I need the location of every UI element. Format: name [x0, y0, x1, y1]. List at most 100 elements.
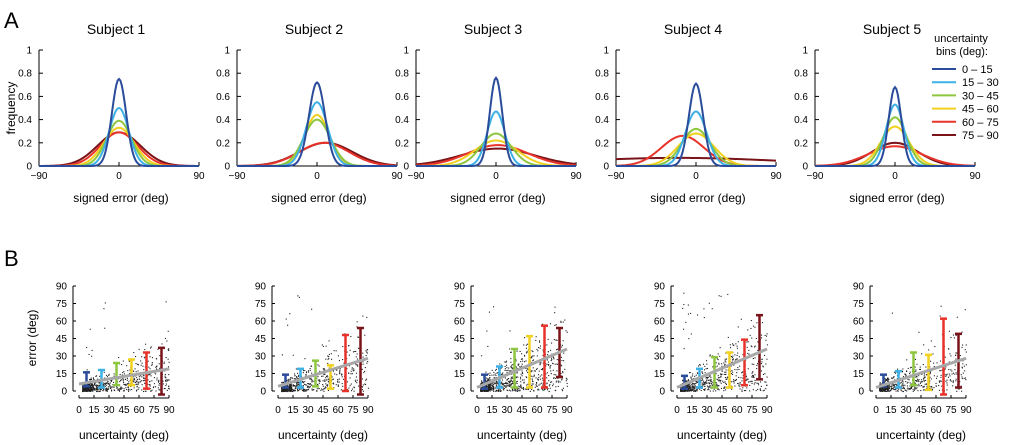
- scatter-point: [321, 344, 323, 346]
- scatter-point: [547, 354, 549, 356]
- scatter-points: [82, 301, 170, 393]
- scatter-point: [954, 369, 956, 371]
- scatter-point: [533, 370, 535, 372]
- scatter-point: [752, 375, 754, 377]
- y-tick-label: 30: [255, 352, 267, 363]
- scatter-point: [95, 385, 97, 387]
- scatter-point: [733, 379, 735, 381]
- scatter-point: [909, 373, 911, 375]
- scatter-point: [355, 356, 357, 358]
- x-tick-label: 0: [873, 405, 879, 416]
- scatter-point: [887, 387, 889, 389]
- scatter-point: [143, 369, 145, 371]
- scatter-point: [566, 382, 568, 384]
- y-tick-label: 0: [858, 387, 864, 398]
- scatter-point: [310, 377, 312, 379]
- scatter-point: [703, 383, 705, 385]
- scatter-point: [297, 388, 299, 390]
- x-tick-label: 0: [693, 171, 699, 182]
- scatter-point: [510, 383, 512, 385]
- scatter-point: [308, 387, 310, 389]
- scatter-point: [746, 346, 748, 348]
- scatter-point: [689, 372, 691, 374]
- curve-series: [39, 106, 199, 167]
- scatter-point: [511, 366, 513, 368]
- scatter-point: [918, 375, 920, 377]
- y-tick-label: 15: [853, 369, 865, 380]
- scatter-point: [107, 386, 109, 388]
- scatter-point: [692, 389, 694, 391]
- scatter-point: [505, 361, 507, 363]
- scatter-point: [882, 389, 884, 391]
- scatter-point: [906, 385, 908, 387]
- scatter-point: [493, 383, 495, 385]
- scatter-point: [687, 386, 689, 388]
- scatter-point: [305, 374, 307, 376]
- scatter-point: [149, 385, 151, 387]
- scatter-point: [297, 375, 299, 377]
- scatter-point: [701, 371, 703, 373]
- scatter-point: [527, 388, 529, 390]
- scatter-point: [521, 375, 523, 377]
- scatter-point: [290, 387, 292, 389]
- scatter-point: [113, 375, 115, 377]
- scatter-point: [313, 380, 315, 382]
- scatter-point: [923, 375, 925, 377]
- scatter-point: [750, 327, 752, 329]
- scatter-point: [147, 360, 149, 362]
- scatter-point: [914, 388, 916, 390]
- scatter-point: [165, 301, 167, 303]
- scatter-point: [281, 390, 283, 392]
- scatter-point: [289, 383, 291, 385]
- x-tick-label: 60: [731, 405, 743, 416]
- scatter-point: [694, 387, 696, 389]
- x-axis-label: signed error (deg): [650, 191, 745, 205]
- scatter-point: [317, 384, 319, 386]
- scatter-point: [741, 380, 743, 382]
- scatter-point: [292, 384, 294, 386]
- scatter-point: [936, 362, 938, 364]
- scatter-point: [886, 387, 888, 389]
- scatter-point: [916, 380, 918, 382]
- scatter-point: [86, 369, 88, 371]
- scatter-point: [317, 379, 319, 381]
- scatter-point: [502, 388, 504, 390]
- scatter-point: [322, 380, 324, 382]
- scatter-point: [697, 373, 699, 375]
- scatter-point: [686, 380, 688, 382]
- scatter-point: [307, 370, 309, 372]
- x-axis-label: uncertainty (deg): [278, 428, 368, 442]
- scatter-point: [85, 390, 87, 392]
- scatter-point: [105, 388, 107, 390]
- scatter-point: [285, 318, 287, 320]
- scatter-point: [700, 389, 702, 391]
- scatter-point: [350, 373, 352, 375]
- scatter-point: [539, 345, 541, 347]
- scatter-point: [886, 390, 888, 392]
- scatter-point: [719, 355, 721, 357]
- scatter-point: [703, 389, 705, 391]
- fit-line: [78, 367, 170, 386]
- scatter-point: [168, 361, 170, 363]
- scatter-point: [353, 368, 355, 370]
- scatter-point: [105, 389, 107, 391]
- scatter-point: [887, 380, 889, 382]
- y-tick-label: 1: [802, 46, 808, 57]
- scatter-point: [332, 370, 334, 372]
- scatter-point: [928, 349, 930, 351]
- y-tick-label: 0: [61, 387, 67, 398]
- scatter-point: [934, 346, 936, 348]
- scatter-point: [531, 350, 533, 352]
- scatter-point: [311, 380, 313, 382]
- scatter-point: [707, 389, 709, 391]
- scatter-point: [520, 381, 522, 383]
- scatter-point: [366, 352, 368, 354]
- scatter-point: [933, 375, 935, 377]
- scatter-point: [302, 380, 304, 382]
- scatter-point: [879, 390, 881, 392]
- scatter-point: [706, 377, 708, 379]
- scatter-point: [923, 378, 925, 380]
- scatter-point: [892, 384, 894, 386]
- scatter-point: [322, 368, 324, 370]
- scatter-point: [754, 379, 756, 381]
